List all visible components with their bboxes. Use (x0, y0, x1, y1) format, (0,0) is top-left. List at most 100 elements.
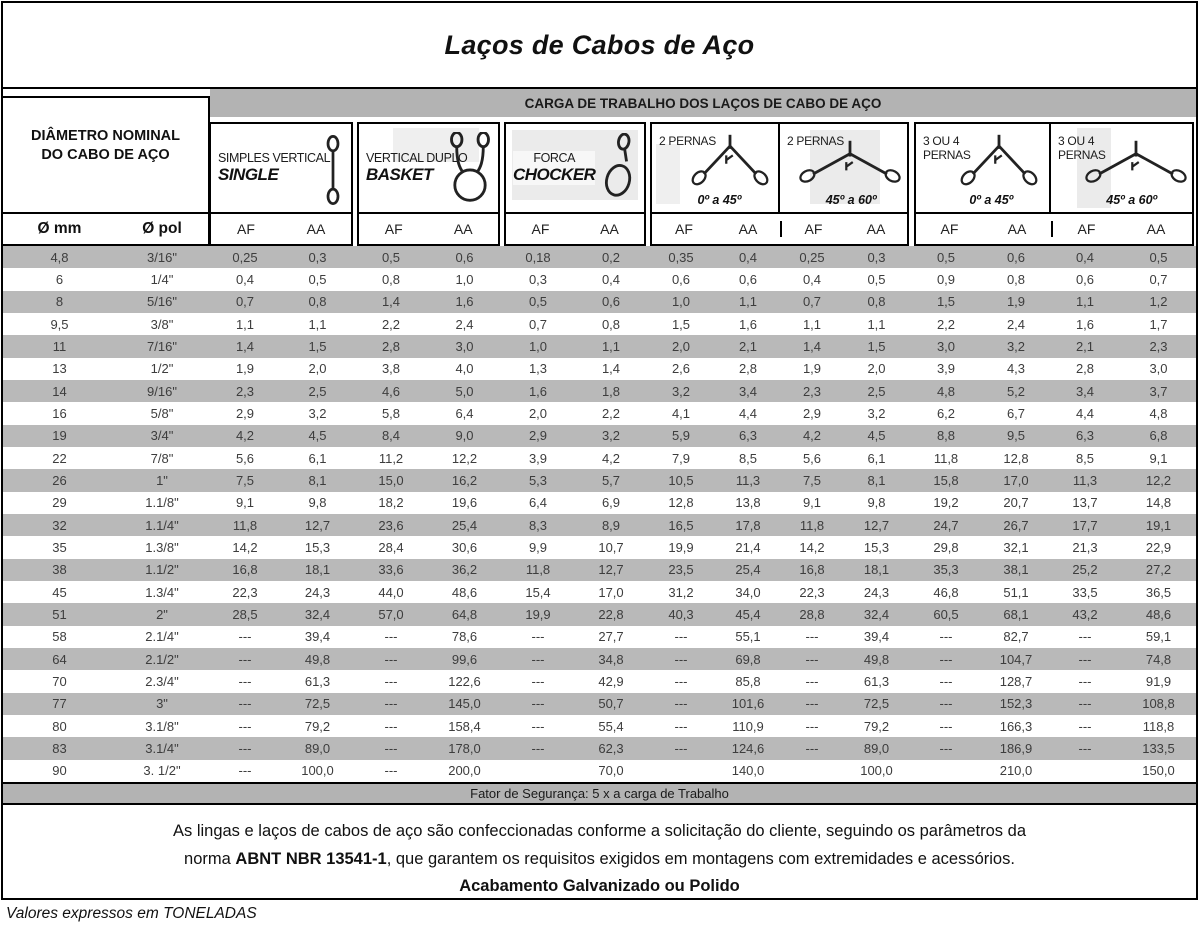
load-value-cell: 1,1 (738, 294, 758, 310)
load-value-cell: --- (384, 763, 398, 779)
load-value-cell: --- (805, 673, 819, 689)
load-value-cell: 152,3 (999, 696, 1033, 712)
load-value-cell: 1,1 (1075, 294, 1095, 310)
load-value-cell: 118,8 (1142, 718, 1175, 734)
load-value-cell: 18,1 (863, 562, 890, 578)
load-value-cell: 15,8 (933, 472, 959, 488)
load-value-cell: 31,2 (668, 584, 694, 600)
load-value-cell: --- (238, 696, 252, 712)
load-value-cell: 17,0 (598, 584, 624, 600)
load-value-cell: 51,1 (1003, 584, 1029, 600)
load-value-cell: 3,2 (308, 405, 327, 421)
load-value-cell: 15,0 (378, 472, 404, 488)
af-column-header: AF (531, 221, 550, 237)
load-value-cell: 48,6 (451, 584, 478, 600)
diameter-mm-cell: 6 (55, 271, 64, 287)
load-value-cell: --- (238, 718, 252, 734)
load-value-cell: 5,6 (802, 450, 822, 466)
load-value-cell: 4,5 (867, 428, 886, 444)
load-value-cell: --- (238, 673, 252, 689)
load-value-cell: 18,2 (378, 495, 404, 511)
load-value-cell: 39,4 (304, 629, 331, 645)
load-value-cell: --- (238, 763, 252, 779)
load-value-cell: 4,4 (1075, 405, 1095, 421)
column-group-chocker: FORCA CHOCKER AF AA (504, 122, 646, 246)
load-value-cell: --- (805, 740, 819, 756)
safety-factor-note: Fator de Segurança: 5 x a carga de Traba… (470, 786, 729, 801)
load-value-cell: 100,0 (301, 763, 334, 779)
diameter-mm-cell: 51 (52, 606, 67, 622)
load-value-cell: 0,8 (1006, 271, 1026, 287)
load-value-cell: 48,6 (1145, 606, 1172, 622)
load-value-cell: 9,8 (867, 495, 886, 511)
load-value-cell: 45,4 (735, 606, 761, 622)
load-value-cell: 40,3 (668, 606, 694, 622)
load-value-cell: 34,8 (598, 651, 624, 667)
load-value-cell: 3,0 (936, 338, 956, 354)
load-value-cell: --- (384, 740, 398, 756)
load-value-cell: --- (531, 651, 545, 667)
load-value-cell: 70,0 (598, 763, 624, 779)
table-row: 38 1.1/2" 16,8 18,1 33,6 36,2 11,8 12,7 23,5 25,4… (3, 558, 1196, 581)
group-single-sublabel: SINGLE (218, 165, 279, 184)
column-group-3-4-pernas: 3 OU 4 PERNAS 0º a 45º 3 O (914, 122, 1194, 246)
afaa-row-basket: AF AA (359, 212, 498, 244)
load-value-cell: 6,9 (601, 495, 621, 511)
load-value-cell: 61,3 (304, 673, 331, 689)
load-value-cell: 12,7 (598, 562, 624, 578)
load-value-cell: 1,0 (455, 271, 474, 287)
diameter-pol-cell: 1.1/8" (145, 495, 179, 511)
subgroup-3-4-pernas-45-60: 3 OU 4 PERNAS 45º a 60º (1051, 124, 1192, 212)
diameter-mm-cell: 22 (52, 450, 67, 466)
load-value-cell: 0,3 (528, 271, 548, 287)
load-value-cell: 2,0 (308, 361, 327, 377)
load-value-cell: 1,6 (738, 316, 758, 332)
load-value-cell: 4,0 (455, 361, 474, 377)
load-value-cell: 178,0 (448, 740, 481, 756)
diameter-mm-cell: 45 (52, 584, 67, 600)
aa-column-header: AA (1146, 221, 1166, 237)
load-value-cell: 3,0 (1149, 361, 1168, 377)
load-value-cell: 79,2 (863, 718, 890, 734)
multi-leg-sling-45-60-icon (1085, 140, 1187, 183)
load-value-cell: 1,1 (867, 316, 886, 332)
load-value-cell: 9,9 (528, 539, 548, 555)
load-value-cell: 9,1 (235, 495, 255, 511)
group-divider (778, 124, 780, 212)
af-column-header: AF (1051, 221, 1120, 237)
load-value-cell: 8,9 (601, 517, 621, 533)
load-value-cell: 2,0 (671, 338, 691, 354)
load-value-cell: 4,3 (1006, 361, 1026, 377)
load-value-cell: 6,2 (936, 405, 956, 421)
load-value-cell: --- (939, 629, 953, 645)
footer-line3: Acabamento Galvanizado ou Polido (459, 877, 740, 895)
load-value-cell: 12,7 (863, 517, 890, 533)
load-value-cell: 2,5 (308, 383, 327, 399)
table-row: 51 2" 28,5 32,4 57,0 64,8 19,9 22,8 40,3 45,4 28,8… (3, 603, 1196, 626)
angle-label: 0º a 45º (697, 193, 742, 207)
load-value-cell: 5,2 (1006, 383, 1026, 399)
load-value-cell: 1,7 (1149, 316, 1168, 332)
group-basket-label: VERTICAL DUPLO (366, 151, 468, 165)
load-value-cell: 8,8 (936, 428, 956, 444)
load-value-cell: 7,5 (235, 472, 255, 488)
footer-note: As lingas e laços de cabos de aço são co… (3, 805, 1196, 901)
load-value-cell: 36,5 (1145, 584, 1172, 600)
load-value-cell: --- (531, 673, 545, 689)
load-value-cell: 2,0 (867, 361, 886, 377)
diameter-pol-cell: 3/8" (150, 316, 174, 332)
load-value-cell: 8,3 (528, 517, 548, 533)
load-value-cell: --- (531, 629, 545, 645)
diameter-caption: DIÂMETRO NOMINAL DO CABO DE AÇO (3, 98, 208, 212)
load-value-cell: 7,5 (802, 472, 822, 488)
diameter-pol-cell: 1.1/2" (145, 562, 179, 578)
load-value-cell: --- (1078, 673, 1092, 689)
group-single-label: SIMPLES VERTICAL (218, 151, 331, 165)
load-value-cell: --- (384, 629, 398, 645)
load-value-cell: 64,8 (451, 606, 478, 622)
load-value-cell: 0,8 (867, 294, 886, 310)
load-value-cell: 133,5 (1142, 740, 1175, 756)
load-value-cell: 8,5 (738, 450, 758, 466)
af-column-header: AF (780, 221, 845, 237)
load-value-cell: 16,8 (232, 562, 258, 578)
